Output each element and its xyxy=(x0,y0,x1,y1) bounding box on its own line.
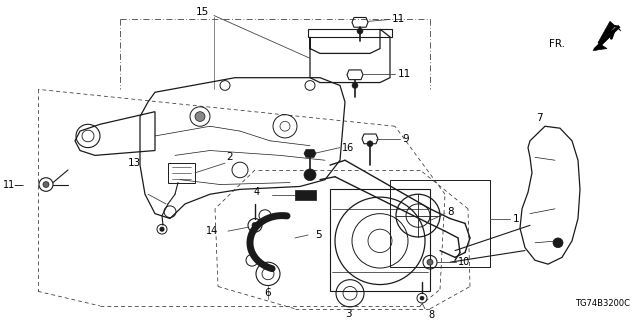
Circle shape xyxy=(160,227,164,231)
Text: FR.: FR. xyxy=(549,39,565,49)
Text: 3: 3 xyxy=(345,309,351,319)
Circle shape xyxy=(304,169,316,180)
Text: 16: 16 xyxy=(342,143,355,153)
Circle shape xyxy=(553,238,563,248)
Polygon shape xyxy=(593,21,621,51)
Circle shape xyxy=(352,83,358,88)
Text: 10: 10 xyxy=(458,257,470,267)
Text: 13: 13 xyxy=(128,158,141,168)
Circle shape xyxy=(252,222,258,228)
Text: 9: 9 xyxy=(402,134,408,144)
Text: 4: 4 xyxy=(254,187,260,197)
Text: 7: 7 xyxy=(536,114,543,124)
Circle shape xyxy=(427,259,433,265)
Text: 6: 6 xyxy=(264,288,271,298)
Polygon shape xyxy=(295,190,316,200)
Circle shape xyxy=(195,112,205,121)
Text: TG74B3200C: TG74B3200C xyxy=(575,299,630,308)
Text: 11—: 11— xyxy=(3,180,25,189)
Circle shape xyxy=(420,296,424,300)
Text: 5: 5 xyxy=(315,230,322,240)
Text: 2: 2 xyxy=(226,152,232,162)
Text: 11: 11 xyxy=(398,69,412,79)
Circle shape xyxy=(43,182,49,188)
Circle shape xyxy=(357,28,363,34)
Circle shape xyxy=(367,141,373,147)
Text: 8: 8 xyxy=(428,310,434,320)
Text: 14: 14 xyxy=(205,226,218,236)
Polygon shape xyxy=(304,149,316,157)
Text: 1: 1 xyxy=(513,213,520,223)
Text: 15: 15 xyxy=(196,7,209,17)
Text: 11: 11 xyxy=(392,14,405,24)
Text: 8: 8 xyxy=(447,207,454,217)
